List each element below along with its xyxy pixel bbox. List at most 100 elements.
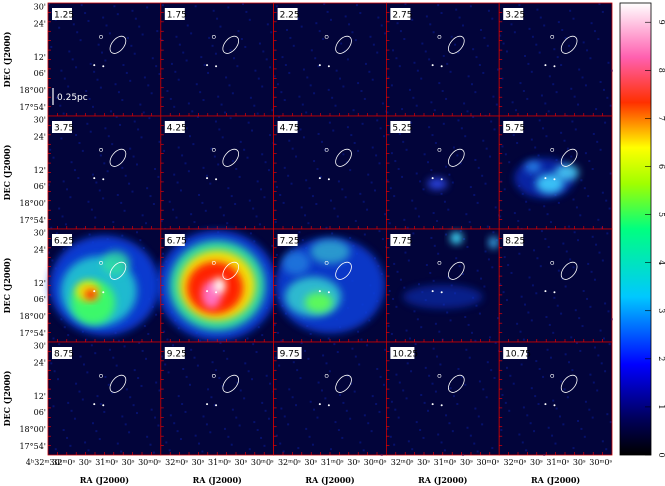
- noise: [331, 232, 334, 235]
- noise: [53, 370, 56, 373]
- noise: [367, 173, 370, 176]
- noise: [372, 43, 375, 46]
- noise: [524, 54, 527, 57]
- noise: [181, 403, 184, 406]
- star: [431, 177, 434, 180]
- noise: [280, 339, 283, 342]
- noise: [117, 91, 120, 94]
- noise: [169, 97, 172, 100]
- channel-label-box: [52, 121, 72, 133]
- noise: [219, 206, 222, 209]
- noise: [177, 146, 180, 149]
- noise: [89, 62, 92, 65]
- noise: [173, 422, 176, 425]
- noise: [539, 265, 542, 268]
- noise: [563, 139, 566, 142]
- noise: [464, 383, 467, 386]
- noise: [135, 231, 138, 234]
- noise: [501, 393, 504, 396]
- noise: [129, 396, 132, 399]
- y-tick-label: 30': [34, 341, 46, 350]
- noise: [420, 77, 423, 80]
- noise: [375, 403, 378, 406]
- noise: [214, 369, 217, 372]
- noise: [556, 304, 559, 307]
- star: [440, 178, 443, 181]
- star: [318, 177, 321, 180]
- noise: [138, 25, 141, 28]
- noise: [166, 90, 169, 93]
- noise: [248, 18, 251, 21]
- y-tick-label: 12': [34, 279, 46, 288]
- channel-label: 2.75: [392, 11, 412, 21]
- noise: [362, 200, 365, 203]
- noise: [199, 91, 202, 94]
- noise: [62, 429, 65, 432]
- noise: [176, 181, 179, 184]
- noise: [572, 266, 575, 269]
- noise: [333, 343, 336, 346]
- noise: [405, 148, 408, 151]
- noise: [98, 438, 101, 441]
- noise: [544, 102, 547, 105]
- star: [327, 291, 330, 294]
- noise: [432, 347, 435, 350]
- noise: [423, 153, 426, 156]
- noise: [555, 91, 558, 94]
- noise: [491, 266, 494, 269]
- noise: [115, 364, 118, 367]
- channel-label: 10.25: [392, 350, 418, 360]
- noise: [375, 154, 378, 157]
- noise: [84, 12, 87, 15]
- noise: [568, 225, 571, 228]
- noise: [354, 219, 357, 222]
- noise: [310, 49, 313, 52]
- source-marker: [99, 35, 103, 39]
- noise: [471, 83, 473, 86]
- noise: [582, 290, 585, 293]
- channel-panel: 1.75: [160, 2, 275, 117]
- noise: [389, 187, 392, 190]
- noise: [572, 198, 575, 201]
- noise: [261, 153, 264, 156]
- noise: [205, 423, 208, 426]
- channel-label-box: [52, 234, 72, 246]
- channel-label: 1.25: [54, 11, 74, 21]
- noise: [79, 39, 82, 42]
- noise: [256, 429, 259, 432]
- noise: [86, 122, 89, 125]
- noise: [309, 84, 312, 87]
- noise: [345, 161, 348, 164]
- noise: [577, 239, 580, 242]
- noise: [388, 222, 391, 225]
- noise: [522, 90, 525, 93]
- noise: [357, 149, 360, 152]
- noise: [430, 169, 433, 172]
- noise: [142, 247, 145, 250]
- noise: [305, 427, 308, 430]
- noise: [354, 39, 357, 42]
- noise: [591, 416, 594, 419]
- noise: [414, 207, 417, 210]
- noise: [104, 375, 107, 378]
- noise: [122, 64, 125, 67]
- noise: [158, 389, 161, 392]
- noise: [147, 84, 150, 87]
- emission: [427, 177, 448, 190]
- channel-panel: 2.25: [273, 2, 388, 117]
- noise: [477, 166, 480, 169]
- noise: [463, 238, 466, 241]
- noise: [538, 51, 541, 54]
- noise: [546, 213, 549, 216]
- noise: [353, 141, 356, 144]
- noise: [209, 431, 212, 434]
- noise: [335, 69, 338, 72]
- channel-label: 5.75: [505, 124, 525, 134]
- colorbar-tick-label: 7: [657, 116, 665, 121]
- noise: [474, 407, 477, 410]
- noise: [398, 132, 401, 135]
- noise: [89, 130, 92, 133]
- noise: [607, 61, 610, 64]
- noise: [102, 16, 105, 19]
- noise: [472, 48, 475, 51]
